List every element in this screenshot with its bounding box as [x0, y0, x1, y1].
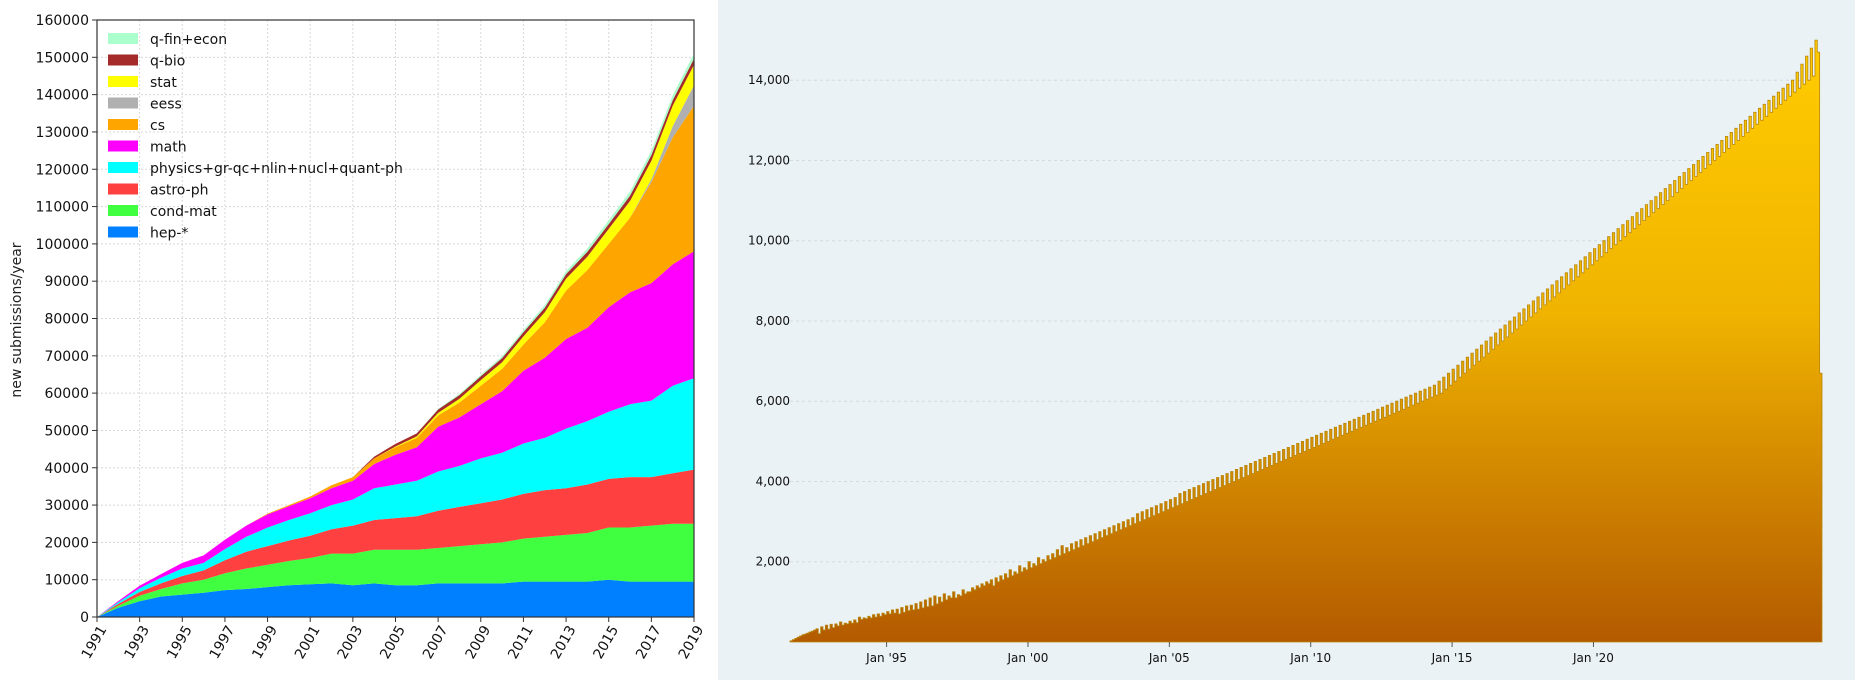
y-tick-label: 10,000 [748, 234, 790, 248]
histogram-bar-path [789, 39, 1823, 643]
chart-area-series [97, 53, 694, 618]
x-tick-label: 2019 [676, 623, 708, 662]
legend-label: q-bio [150, 54, 185, 70]
x-axis-ticks: 1991 1993 1995 1997 1999 2001 2003 2005 2007 2009… [79, 617, 708, 662]
histogram-bars [789, 39, 1823, 643]
x-tick-label: 1993 [121, 623, 153, 662]
legend-label: math [150, 140, 187, 156]
x-tick-label: 2011 [505, 623, 537, 662]
histogram-y-ticks: 2,000 4,000 6,000 8,000 10,000 12,000 14,000 [748, 73, 790, 569]
area-physics-gr-qc-nlin-nucl-quant-ph [97, 378, 694, 617]
y-tick-label: 2,000 [756, 555, 790, 569]
x-tick-label: Jan '00 [1007, 651, 1049, 665]
y-tick-label: 110000 [36, 200, 89, 216]
y-tick-label: 14,000 [748, 73, 790, 87]
legend-swatch [108, 140, 138, 152]
y-axis-label: new submissions/year [9, 242, 25, 397]
legend-swatch [108, 162, 138, 173]
x-tick-label: Jan '20 [1572, 651, 1614, 665]
legend-swatch [108, 97, 138, 109]
y-tick-label: 150000 [36, 50, 89, 66]
stacked-area-chart: 0 10000 20000 30000 40000 50000 60000 70000 8000… [9, 13, 708, 662]
legend-label: hep-* [150, 226, 188, 242]
x-tick-label: Jan '05 [1148, 651, 1190, 665]
x-tick-label: 1995 [164, 623, 196, 662]
x-tick-label: 2001 [292, 623, 324, 662]
y-tick-label: 10000 [44, 573, 89, 589]
stacked-area-chart-panel: 0 10000 20000 30000 40000 50000 60000 70000 8000… [0, 0, 718, 680]
y-tick-label: 130000 [36, 125, 89, 141]
x-tick-label: Jan '95 [865, 651, 907, 665]
x-tick-label: 2007 [420, 623, 452, 662]
y-tick-label: 8,000 [756, 314, 790, 328]
legend-swatch [108, 76, 138, 87]
x-tick-label: Jan '15 [1431, 651, 1473, 665]
legend-label: astro-ph [150, 183, 208, 199]
y-axis-ticks: 0 10000 20000 30000 40000 50000 60000 70000 8000… [36, 13, 97, 626]
y-tick-label: 90000 [44, 274, 89, 290]
legend-label: eess [150, 97, 182, 113]
x-tick-label: 2003 [335, 623, 367, 662]
y-tick-label: 4,000 [756, 474, 790, 488]
legend-swatch [108, 226, 138, 238]
x-tick-label: 2017 [633, 623, 665, 662]
legend-swatch [108, 119, 138, 130]
monthly-histogram-chart: 2,000 4,000 6,000 8,000 10,000 12,000 14,000 J… [748, 39, 1823, 665]
legend-swatch [108, 33, 138, 44]
x-tick-label: 2013 [548, 623, 580, 662]
legend-swatch [108, 205, 138, 216]
x-tick-label: 1999 [249, 623, 281, 662]
x-tick-label: 1997 [207, 623, 239, 662]
x-tick-label: 2015 [591, 623, 623, 662]
x-tick-label: 1991 [79, 623, 111, 662]
legend-label: stat [150, 75, 177, 91]
y-tick-label: 20000 [44, 535, 89, 551]
x-tick-label: 2005 [377, 623, 409, 662]
y-tick-label: 60000 [44, 386, 89, 402]
x-tick-label: 2009 [463, 623, 495, 662]
y-tick-label: 140000 [36, 88, 89, 104]
area-astro-ph [97, 469, 694, 617]
y-tick-label: 100000 [36, 237, 89, 253]
monthly-histogram-panel: 2,000 4,000 6,000 8,000 10,000 12,000 14,000 J… [718, 0, 1855, 680]
y-tick-label: 160000 [36, 13, 89, 29]
histogram-x-ticks: Jan '95 Jan '00 Jan '05 Jan '10 Jan '15 Jan '… [865, 642, 1614, 665]
legend-label: q-fin+econ [150, 32, 227, 48]
chart-legend: q-fin+econ q-bio stat eess cs math physics+gr-… [108, 32, 403, 242]
y-tick-label: 70000 [44, 349, 89, 365]
legend-label: cond-mat [150, 204, 217, 220]
y-tick-label: 0 [80, 610, 89, 626]
y-tick-label: 12,000 [748, 153, 790, 167]
y-tick-label: 120000 [36, 162, 89, 178]
y-tick-label: 6,000 [756, 394, 790, 408]
x-tick-label: Jan '10 [1289, 651, 1331, 665]
y-tick-label: 50000 [44, 423, 89, 439]
legend-swatch [108, 183, 138, 195]
legend-swatch [108, 54, 138, 66]
y-tick-label: 40000 [44, 461, 89, 477]
y-tick-label: 80000 [44, 312, 89, 328]
area-hep- [97, 579, 694, 617]
area-cond-mat [97, 523, 694, 617]
legend-label: cs [150, 118, 165, 134]
y-tick-label: 30000 [44, 498, 89, 514]
legend-label: physics+gr-qc+nlin+nucl+quant-ph [150, 161, 403, 177]
